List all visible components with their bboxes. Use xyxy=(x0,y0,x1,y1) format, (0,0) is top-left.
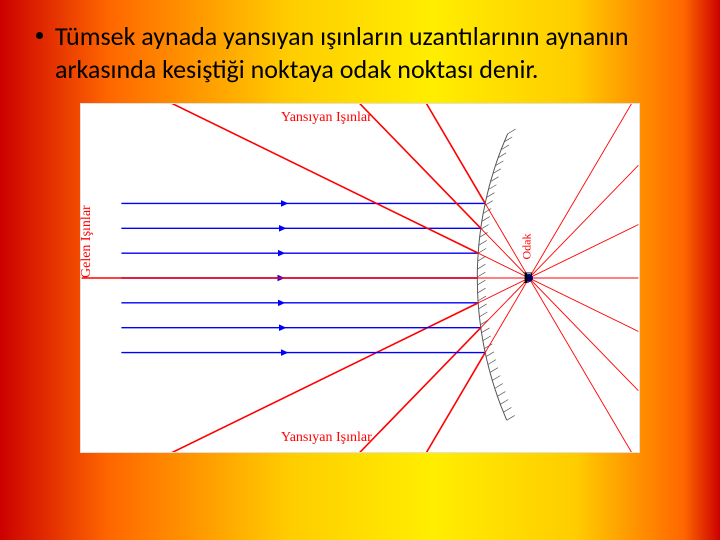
ray-diagram-svg xyxy=(81,104,639,452)
label-reflected-bottom: Yansıyan Işınlar xyxy=(281,430,372,446)
mirror-arc xyxy=(477,129,515,420)
rays xyxy=(82,104,639,452)
label-reflected-top: Yansıyan Işınlar xyxy=(281,110,372,126)
slide: Tümsek aynada yansıyan ışınların uzantıl… xyxy=(0,0,720,540)
label-odak: Odak xyxy=(520,234,535,260)
diagram-container: Yansıyan Işınlar Yansıyan Işınlar Gelen … xyxy=(80,103,640,453)
bullet-text: Tümsek aynada yansıyan ışınların uzantıl… xyxy=(55,20,684,85)
label-incoming: Gelen Işınlar xyxy=(79,205,95,278)
label-f: F xyxy=(523,270,533,288)
bullet-item: Tümsek aynada yansıyan ışınların uzantıl… xyxy=(36,20,684,85)
bullet-dot xyxy=(36,32,43,39)
